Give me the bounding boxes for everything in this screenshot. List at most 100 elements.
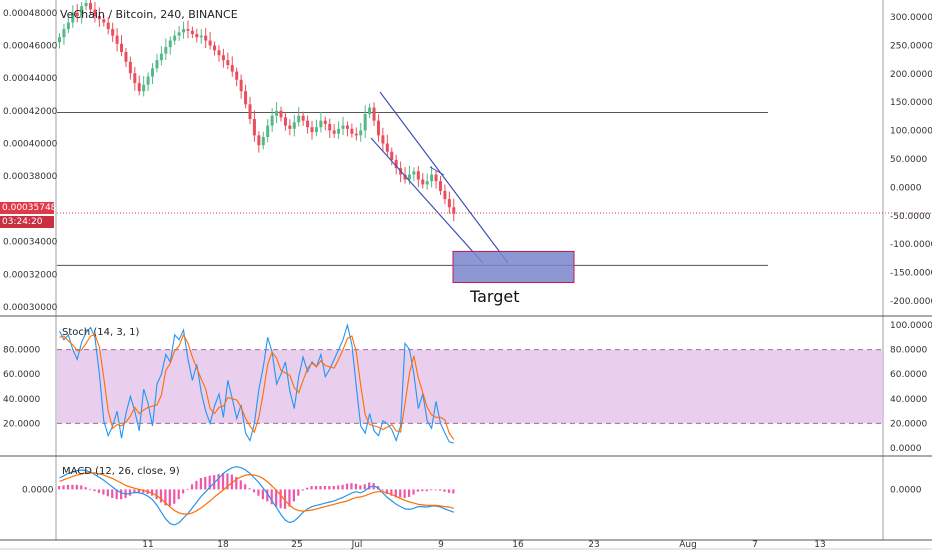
- candle-body: [239, 79, 243, 92]
- candle-body: [204, 35, 208, 41]
- percent-tick-label: 150.0000: [890, 98, 932, 108]
- time-tick-label: 25: [291, 540, 302, 550]
- macd-histogram-bar: [173, 489, 176, 504]
- macd-histogram-bar: [332, 486, 335, 490]
- price-tick-label: 0.00034000: [3, 238, 58, 248]
- candle-body: [164, 47, 168, 54]
- macd-histogram-bar: [208, 475, 211, 490]
- macd-series-line: [59, 472, 454, 515]
- price-tick-label: 0.00030000: [3, 303, 58, 313]
- candle-body: [412, 171, 416, 175]
- candle-body: [292, 122, 296, 129]
- candle-body: [217, 50, 221, 56]
- macd-histogram-bar: [363, 484, 366, 490]
- candle-body: [332, 130, 336, 134]
- price-tick-label: 0.00044000: [3, 74, 58, 84]
- candle-body: [80, 6, 84, 17]
- stoch-tick-label: 0.0000: [890, 444, 922, 454]
- percent-tick-label: -100.0000: [890, 240, 932, 250]
- macd-histogram-bar: [394, 489, 397, 498]
- macd-histogram-bar: [137, 489, 140, 493]
- macd-histogram-bar: [345, 483, 349, 490]
- candle-body: [310, 127, 314, 133]
- macd-histogram-bar: [111, 489, 114, 498]
- candle-body: [230, 65, 234, 72]
- macd-histogram-bar: [151, 489, 154, 496]
- candle-body: [252, 119, 256, 136]
- macd-histogram-bar: [385, 489, 389, 494]
- candle-body: [221, 55, 225, 61]
- candle-body: [133, 73, 137, 84]
- target-zone[interactable]: [452, 250, 575, 283]
- candle-body: [226, 60, 230, 66]
- time-tick-label: 11: [142, 540, 153, 550]
- macd-title: MACD (12, 26, close, 9): [62, 466, 180, 477]
- candle-body: [58, 37, 61, 43]
- macd-histogram-bar: [283, 489, 287, 509]
- macd-histogram-bar: [438, 489, 442, 491]
- macd-histogram-bar: [155, 489, 158, 500]
- macd-histogram-bar: [102, 489, 105, 495]
- time-tick-label: 16: [512, 540, 524, 550]
- macd-tick-label: 0.0000: [890, 485, 922, 495]
- macd-histogram-bar: [319, 486, 322, 490]
- candle-body: [62, 29, 66, 38]
- candle-body: [416, 171, 420, 180]
- macd-histogram-bar: [412, 489, 415, 495]
- macd-histogram-bar: [177, 489, 180, 500]
- target-label: Target: [469, 287, 520, 306]
- countdown-label: 03:24:20: [0, 216, 54, 228]
- macd-histogram-bar: [337, 485, 340, 490]
- macd-histogram-bar: [314, 486, 318, 490]
- macd-histogram-bar: [168, 489, 171, 506]
- horizontal-levels: [57, 111, 768, 266]
- stoch-tick-label: 60.0000: [890, 370, 927, 380]
- macd-histogram-bar: [292, 489, 295, 502]
- candle-body: [314, 127, 318, 133]
- percent-tick-label: 0.0000: [890, 183, 922, 193]
- channel-upper-line[interactable]: [379, 91, 509, 264]
- channel-lower-line[interactable]: [370, 137, 484, 264]
- candle-body: [438, 181, 442, 191]
- macd-histogram-bar: [390, 489, 393, 496]
- price-candles: [58, 0, 456, 222]
- macd-histogram-bar: [106, 489, 109, 497]
- candle-body: [261, 136, 265, 146]
- price-tick-label: 0.00032000: [3, 270, 58, 280]
- time-axis: 11 18 25 Jul 9 16 23 Aug 7 13: [142, 540, 825, 550]
- candle-body: [319, 120, 323, 128]
- time-tick-label: 7: [752, 540, 758, 550]
- candle-body: [341, 125, 345, 129]
- candle-body: [182, 29, 186, 33]
- stoch-tick-label: 40.0000: [890, 395, 927, 405]
- macd-histogram-bar: [416, 489, 420, 492]
- macd-histogram-bar: [84, 487, 87, 490]
- macd-histogram-bar: [452, 489, 455, 494]
- candle-body: [190, 30, 194, 35]
- macd-histogram-bar: [186, 488, 189, 490]
- candle-body: [301, 115, 305, 121]
- stoch-tick-label: 20.0000: [3, 419, 40, 429]
- candle-body: [394, 159, 398, 169]
- stoch-series-line: [59, 333, 455, 440]
- candle-body: [275, 110, 279, 116]
- channel-mid-line[interactable]: [429, 166, 445, 176]
- price-tick-label: 0.00046000: [3, 41, 58, 51]
- candle-body: [359, 130, 363, 136]
- macd-histogram-bar: [120, 489, 123, 500]
- macd-lines: [59, 465, 455, 526]
- descending-channel: [370, 91, 509, 264]
- macd-histogram-bar: [217, 474, 220, 490]
- candle-body: [350, 128, 354, 134]
- candle-body: [430, 174, 434, 182]
- percent-tick-label: 250.0000: [890, 41, 932, 51]
- candle-body: [385, 143, 389, 152]
- time-tick-label: 9: [438, 540, 444, 550]
- candle-body: [368, 107, 372, 115]
- macd-histogram-bar: [142, 489, 145, 493]
- candle-body: [97, 16, 101, 20]
- macd-histogram-bar: [447, 489, 451, 493]
- candle-body: [177, 32, 181, 36]
- candle-body: [244, 91, 248, 105]
